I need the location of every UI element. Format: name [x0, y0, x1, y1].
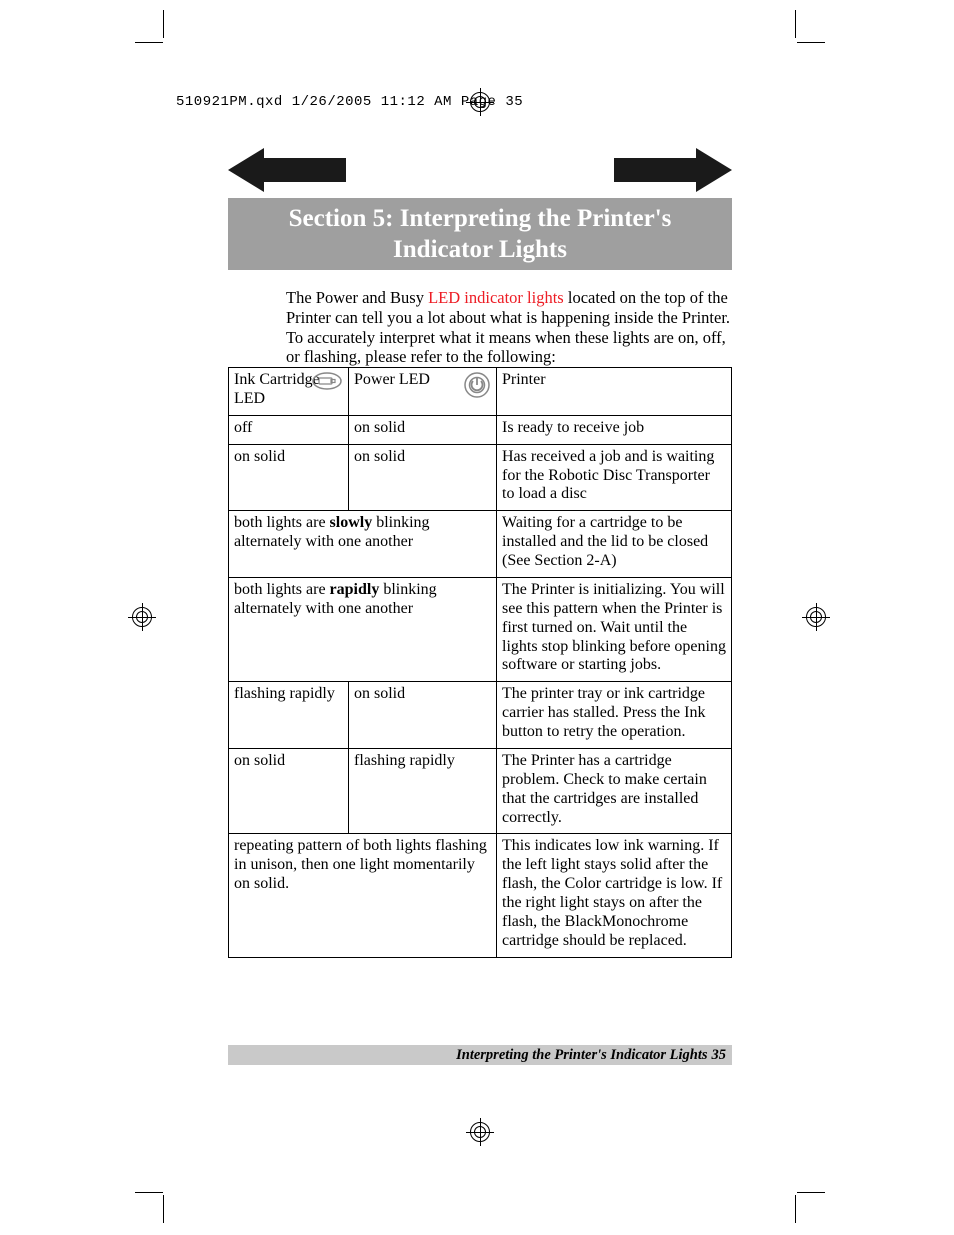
nav-arrows — [228, 148, 732, 192]
table-row: on solid flashing rapidly The Printer ha… — [229, 748, 732, 834]
header-printer: Printer — [497, 368, 732, 416]
cell: on solid — [349, 415, 497, 444]
cell: Has received a job and is waiting for th… — [497, 444, 732, 511]
cell: The printer tray or ink cartridge carrie… — [497, 682, 732, 749]
footer-bar: Interpreting the Printer's Indicator Lig… — [228, 1045, 732, 1065]
table-row: off on solid Is ready to receive job — [229, 415, 732, 444]
header-power-led-label: Power LED — [354, 371, 430, 388]
footer-page: 35 — [712, 1047, 727, 1064]
cell: on solid — [229, 748, 349, 834]
cell-merged: both lights are slowly blinking alternat… — [229, 511, 497, 578]
table-row: on solid on solid Has received a job and… — [229, 444, 732, 511]
table-row: repeating pattern of both lights flashin… — [229, 834, 732, 957]
doc-meta-line: 510921PM.qxd 1/26/2005 11:12 AM Page 35 — [176, 94, 523, 110]
reg-mark-left — [128, 603, 156, 631]
indicator-table: Ink Cartridge LED Power LED Printe — [228, 367, 732, 958]
intro-highlight: LED indicator lights — [428, 288, 564, 307]
cell: on solid — [349, 682, 497, 749]
cartridge-icon — [312, 372, 342, 396]
cell: Waiting for a cartridge to be installed … — [497, 511, 732, 578]
cell-merged: repeating pattern of both lights flashin… — [229, 834, 497, 957]
intro-pre: The Power and Busy — [286, 288, 428, 307]
cell: The Printer has a cartridge problem. Che… — [497, 748, 732, 834]
cell: This indicates low ink warning. If the l… — [497, 834, 732, 957]
cell: on solid — [349, 444, 497, 511]
footer-text: Interpreting the Printer's Indicator Lig… — [456, 1047, 707, 1064]
table-row: both lights are rapidly blinking alterna… — [229, 577, 732, 681]
cell: on solid — [229, 444, 349, 511]
cell: flashing rapidly — [229, 682, 349, 749]
reg-mark-bottom — [466, 1118, 494, 1146]
table-row: both lights are slowly blinking alternat… — [229, 511, 732, 578]
cell: Is ready to receive job — [497, 415, 732, 444]
intro-paragraph: The Power and Busy LED indicator lights … — [286, 288, 732, 367]
prev-arrow-icon[interactable] — [228, 148, 346, 192]
cell: The Printer is initializing. You will se… — [497, 577, 732, 681]
next-arrow-icon[interactable] — [614, 148, 732, 192]
reg-mark-right — [802, 603, 830, 631]
section-banner: Section 5: Interpreting the Printer's In… — [228, 198, 732, 270]
cell: off — [229, 415, 349, 444]
cell-merged: both lights are rapidly blinking alterna… — [229, 577, 497, 681]
header-ink-led: Ink Cartridge LED — [229, 368, 349, 416]
table-row: flashing rapidly on solid The printer tr… — [229, 682, 732, 749]
cell: flashing rapidly — [349, 748, 497, 834]
header-power-led: Power LED — [349, 368, 497, 416]
section-title: Section 5: Interpreting the Printer's In… — [236, 203, 724, 266]
power-icon — [464, 372, 490, 404]
header-ink-led-label: Ink Cartridge LED — [234, 371, 320, 407]
